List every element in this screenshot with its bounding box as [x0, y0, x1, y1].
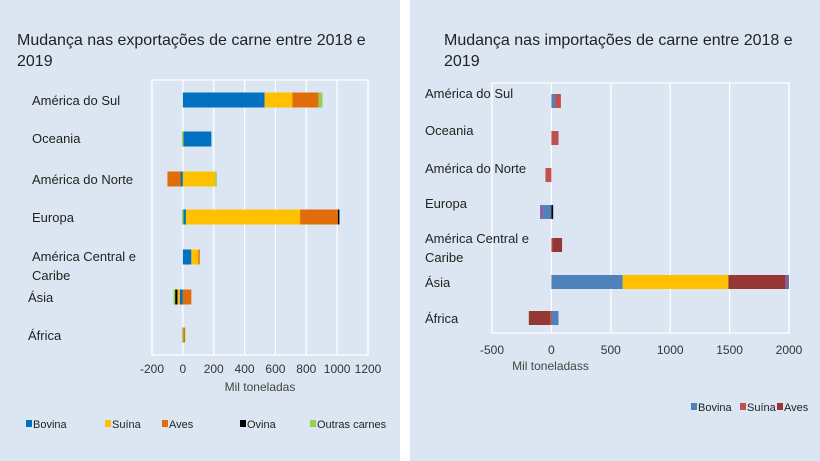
x-tick-label: 0 [180, 362, 187, 376]
category-label: Oceania [32, 131, 81, 146]
category-label: América do Sul [32, 93, 120, 108]
bar-segment-bovina [551, 94, 555, 108]
exports-chart: -200 0 200 400 600 800 1000 1200 Mil toneladas Am… [26, 79, 387, 431]
bar-segment-bovina [180, 171, 183, 187]
legend-label: Outras carnes [317, 419, 387, 431]
bar-segment-outras-carnes [182, 131, 184, 147]
x-tick-label: -200 [140, 362, 164, 376]
legend-swatch [740, 403, 746, 410]
exports-chart-title: Mudança nas exportações de carne entre 2… [17, 32, 366, 70]
bar-segment-bovina [551, 275, 623, 289]
imports-chart-panel: Mudança nas importações de carne entre 2… [410, 0, 820, 461]
bar-segment-aves [528, 311, 551, 325]
x-axis-label: Mil toneladass [512, 359, 589, 373]
bar-segment-aves [182, 289, 192, 305]
bar-segment-suína [177, 289, 180, 305]
bar-segment-aves [552, 238, 563, 252]
bar-segment-outras-carnes [318, 92, 323, 108]
category-label: África [425, 311, 459, 326]
imports-chart-title: Mudança nas importações de carne entre 2… [444, 32, 793, 70]
category-label: Ásia [425, 275, 451, 290]
legend-swatch [105, 420, 111, 427]
bar-segment-bovina [182, 209, 186, 225]
bar-segment-bovina [182, 92, 265, 108]
legend-label: Aves [169, 419, 194, 431]
legend-swatch [240, 420, 246, 427]
x-tick-label: -500 [480, 343, 504, 357]
x-tick-label: 800 [296, 362, 316, 376]
bar-segment-bovina [182, 249, 192, 265]
category-label: América do Norte [425, 161, 526, 176]
bar-segment-ovina [540, 205, 544, 219]
x-tick-label: 1000 [324, 362, 351, 376]
bar-segment-aves [292, 92, 319, 108]
x-tick-label: 0 [548, 343, 555, 357]
bar-segment-ovina [785, 275, 789, 289]
x-tick-label: 600 [265, 362, 285, 376]
legend-swatch [162, 420, 168, 427]
legend-swatch [26, 420, 32, 427]
category-label: América Central e Caribe [425, 231, 529, 265]
bar-segment-suína [551, 131, 559, 145]
category-label: Ásia [28, 290, 54, 305]
bar-segment-outras-carnes [182, 327, 184, 343]
bar-segment-outras-carnes [215, 171, 217, 187]
bar-segment-suína [554, 94, 561, 108]
bar-segment-suína [182, 171, 216, 187]
bar-segment-aves [198, 249, 200, 265]
bar-segment-bovina [179, 289, 183, 305]
legend-swatch [777, 403, 783, 410]
category-label: América do Norte [32, 172, 133, 187]
plot-frame [491, 82, 790, 334]
category-label: Europa [425, 196, 468, 211]
category-label: América do Sul [425, 86, 513, 101]
legend-label: Bovina [33, 419, 68, 431]
bar-segment-suína [185, 209, 301, 225]
bar-segment-bovina [551, 311, 559, 325]
legend-swatch [310, 420, 316, 427]
bar-segment-suína [622, 275, 729, 289]
bar-segment-suína [191, 249, 199, 265]
category-label: Oceania [425, 123, 474, 138]
exports-chart-panel: Mudança nas exportações de carne entre 2… [0, 0, 400, 461]
x-tick-label: 400 [235, 362, 255, 376]
category-label: África [28, 328, 62, 343]
legend-label: Suína [112, 419, 142, 431]
x-tick-label: 2000 [776, 343, 803, 357]
bar-segment-aves [300, 209, 338, 225]
bar-segment-bovina [182, 131, 212, 147]
bar-segment-ovina [175, 289, 178, 305]
bar-segment-aves [167, 171, 181, 187]
legend-label: Aves [784, 402, 809, 414]
bar-segment-aves [728, 275, 786, 289]
legend-label: Ovina [247, 419, 277, 431]
x-tick-label: 1200 [355, 362, 382, 376]
bar-segment-bovina [543, 205, 552, 219]
category-label: Europa [32, 210, 75, 225]
bar-segment-suína [550, 311, 552, 325]
bar-segment-suína [545, 168, 552, 182]
bar-segment-ovina [337, 209, 340, 225]
x-tick-label: 1000 [657, 343, 684, 357]
x-tick-label: 200 [204, 362, 224, 376]
bar-segment-suína [551, 238, 553, 252]
imports-chart: -500 0 500 1000 1500 2000 Mil toneladass Améric… [425, 82, 809, 414]
legend-label: Suína [747, 402, 777, 414]
bar-segment-suína [264, 92, 293, 108]
legend-label: Bovina [698, 402, 733, 414]
bar-segment-outras-carnes [551, 205, 554, 219]
x-tick-label: 1500 [716, 343, 743, 357]
legend-swatch [691, 403, 697, 410]
category-label: América Central e Caribe [32, 249, 136, 283]
bar-segment-outras-carnes [173, 289, 176, 305]
x-axis-label: Mil toneladas [225, 380, 296, 394]
bar-segment-outras-carnes [182, 209, 184, 225]
x-tick-label: 500 [601, 343, 621, 357]
bar-segment-aves [182, 327, 186, 343]
